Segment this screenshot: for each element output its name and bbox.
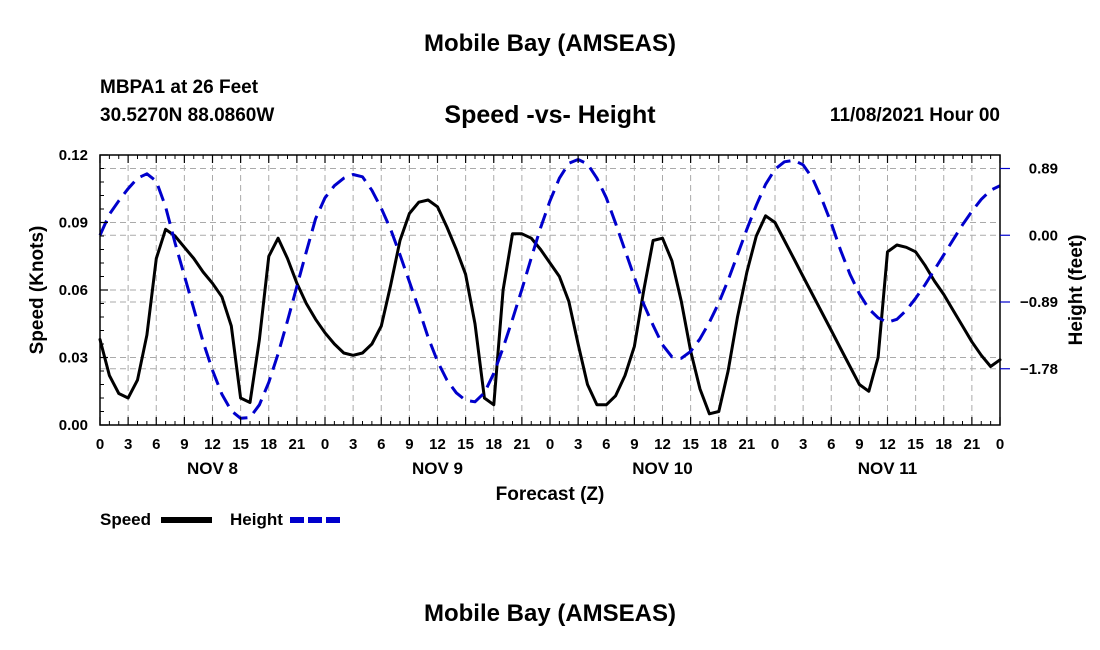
- x-tick-label: 9: [405, 436, 413, 453]
- day-label: NOV 10: [632, 459, 692, 478]
- y2-tick-label: −0.89: [1020, 294, 1058, 311]
- forecast-datetime: 11/08/2021 Hour 00: [829, 105, 1000, 126]
- chart-title: Mobile Bay (AMSEAS): [423, 30, 677, 57]
- x-tick-label: 18: [935, 436, 952, 453]
- y2-tick-label: −1.78: [1020, 361, 1058, 378]
- x-tick-label: 15: [457, 436, 474, 453]
- grid-lines: [100, 155, 1000, 425]
- station-label: MBPA1 at 26 Feet: [100, 77, 259, 98]
- x-tick-label: 3: [799, 436, 807, 453]
- y-tick-label: 0.09: [59, 215, 88, 232]
- x-tick-label: 0: [771, 436, 779, 453]
- legend: Speed Height: [100, 510, 342, 529]
- x-tick-label: 0: [321, 436, 329, 453]
- x-tick-label: 15: [907, 436, 924, 453]
- station-coordinates: 30.5270N 88.0860W: [100, 105, 275, 126]
- x-tick-label: 9: [180, 436, 188, 453]
- speed-series-line: [98, 198, 1002, 416]
- x-tick-label: 18: [260, 436, 277, 453]
- y-tick-label: 0.12: [59, 147, 88, 164]
- y-axis-label: Speed (Knots): [27, 226, 48, 355]
- y2-tick-label: 0.00: [1029, 227, 1058, 244]
- x-tick-label: 12: [204, 436, 221, 453]
- y2-axis-label: Height (feet): [1066, 235, 1087, 346]
- y2-tick-label: 0.89: [1029, 161, 1058, 178]
- chart-subtitle: Speed -vs- Height: [444, 101, 656, 129]
- day-label: NOV 9: [412, 459, 463, 478]
- x-tick-label: 6: [377, 436, 385, 453]
- x-tick-label: 21: [964, 436, 981, 453]
- y-tick-label: 0.06: [59, 282, 88, 299]
- series-lines: [98, 158, 1002, 420]
- x-tick-label: 0: [996, 436, 1004, 453]
- x-tick-label: 9: [630, 436, 638, 453]
- x-tick-label: 12: [654, 436, 671, 453]
- x-tick-label: 9: [855, 436, 863, 453]
- axes: 0 3 6 9 12 15 18 21 0 3 6 9 12 15 18 21 0 3 6 9 12 15 18 21 0 3 6 9…: [59, 147, 1058, 478]
- y-tick-label: 0.03: [59, 350, 88, 367]
- x-tick-label: 12: [429, 436, 446, 453]
- x-tick-label: 3: [124, 436, 132, 453]
- y-tick-label: 0.00: [59, 417, 88, 434]
- x-tick-label: 12: [879, 436, 896, 453]
- x-tick-label: 15: [682, 436, 699, 453]
- x-tick-label: 6: [827, 436, 835, 453]
- x-tick-label: 21: [739, 436, 756, 453]
- x-tick-label: 0: [96, 436, 104, 453]
- day-label: NOV 11: [858, 459, 918, 478]
- height-series-line: [98, 158, 1001, 420]
- x-tick-label: 3: [574, 436, 582, 453]
- x-axis-label: Forecast (Z): [496, 484, 605, 505]
- legend-height-label: Height: [230, 510, 283, 529]
- legend-speed-label: Speed: [100, 510, 151, 529]
- x-tick-label: 6: [602, 436, 610, 453]
- x-tick-label: 18: [485, 436, 502, 453]
- x-tick-label: 0: [546, 436, 554, 453]
- x-tick-label: 21: [289, 436, 306, 453]
- x-tick-label: 18: [710, 436, 727, 453]
- x-tick-label: 6: [152, 436, 160, 453]
- x-tick-label: 21: [514, 436, 531, 453]
- repeated-chart-title: Mobile Bay (AMSEAS): [423, 600, 677, 627]
- x-tick-label: 15: [232, 436, 249, 453]
- x-tick-label: 3: [349, 436, 357, 453]
- day-label: NOV 8: [187, 459, 238, 478]
